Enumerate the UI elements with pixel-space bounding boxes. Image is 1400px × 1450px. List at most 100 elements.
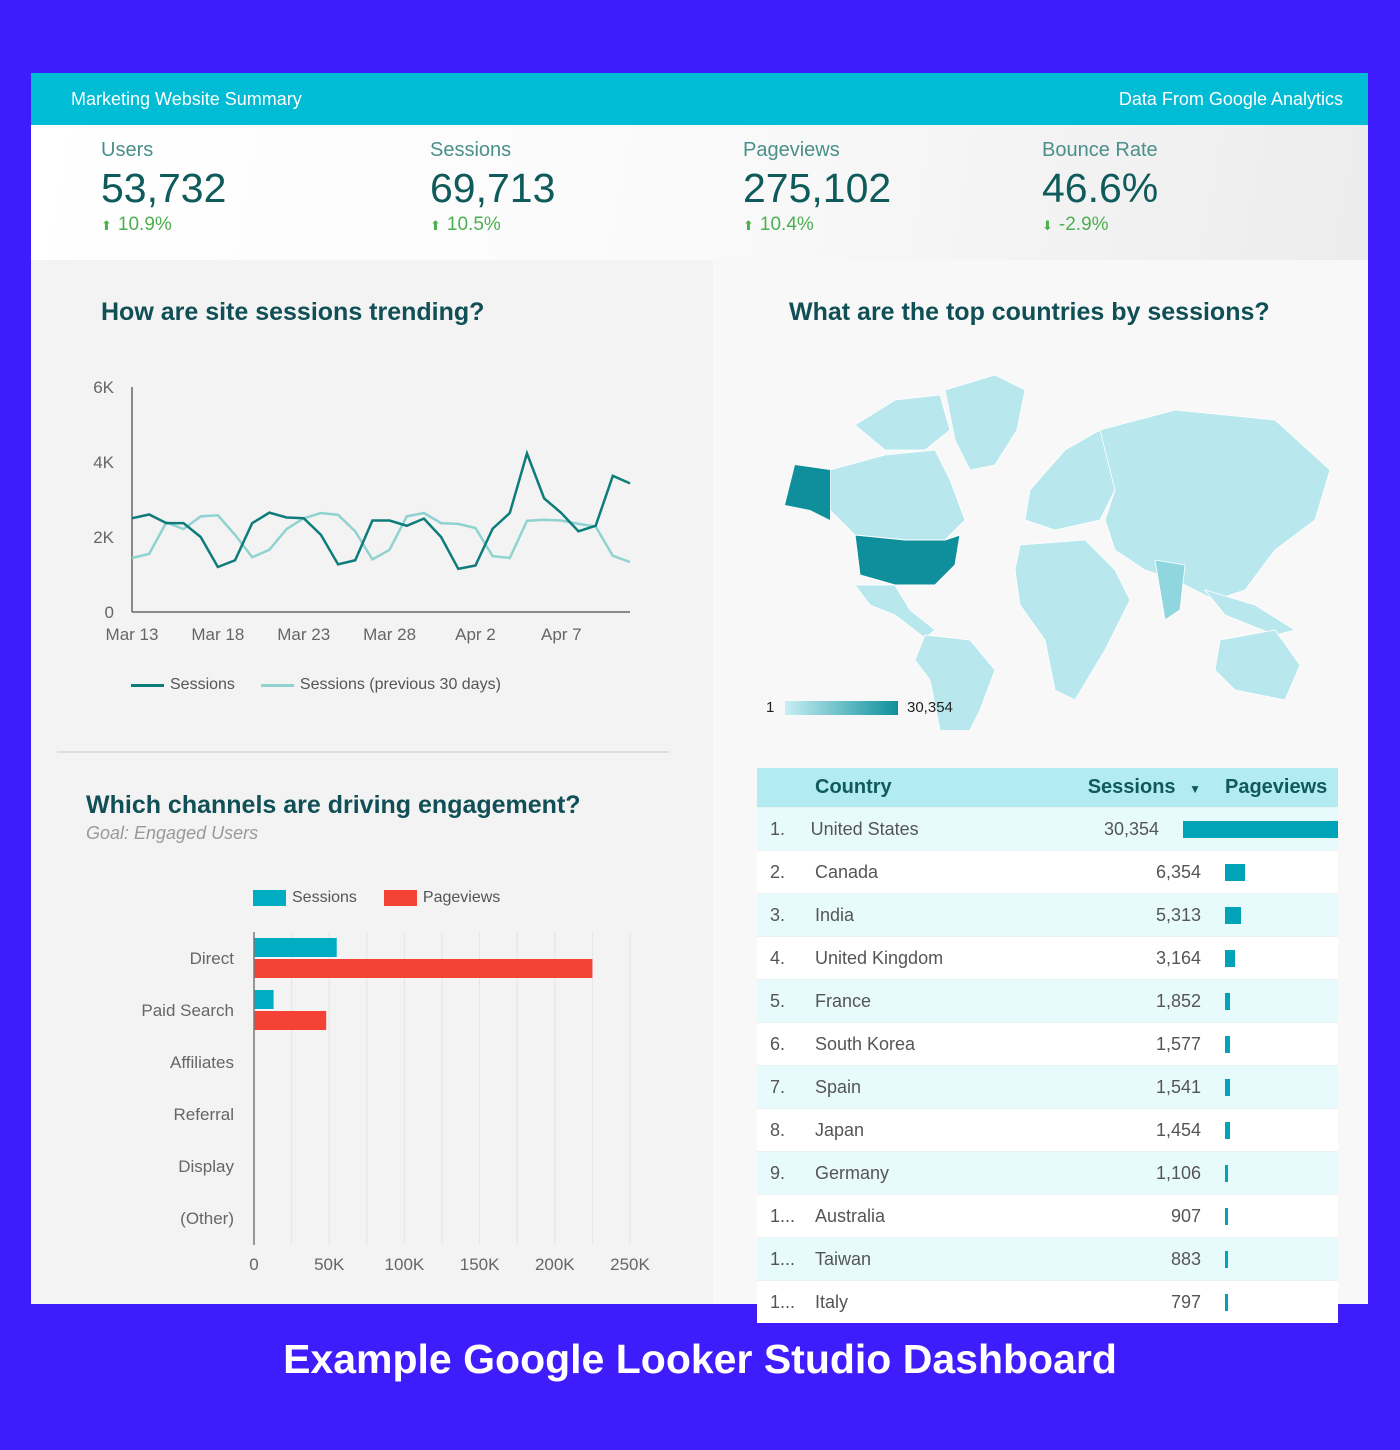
kpi-delta: 10.9% [117, 214, 172, 235]
column-header-sessions[interactable]: Sessions ▼ [1065, 776, 1205, 799]
row-sessions: 5,313 [1155, 904, 1201, 925]
x-tick-label: Mar 18 [191, 625, 244, 644]
kpi-value: 46.6% [1042, 165, 1159, 211]
row-sessions: 1,454 [1155, 1119, 1201, 1140]
table-row[interactable]: 9. Germany 1,106 [757, 1151, 1338, 1194]
map-color-scale [785, 701, 898, 715]
row-rank: 6. [770, 1033, 786, 1054]
x-tick-label: Mar 13 [106, 625, 159, 644]
pageviews-bar [1183, 820, 1338, 838]
table-row[interactable]: 3. India 5,313 [757, 893, 1338, 936]
x-tick-label: Apr 7 [541, 625, 582, 644]
trend-chart-title: How are site sessions trending? [101, 298, 485, 326]
map-usa [854, 534, 961, 586]
row-sessions: 3,164 [1155, 947, 1201, 968]
channels-bar-chart: Direct Paid Search Affiliates Referral Displ… [141, 932, 651, 1274]
category-label: (Other) [180, 1209, 234, 1228]
category-label: Referral [174, 1105, 234, 1124]
x-tick-label: 150K [460, 1255, 500, 1274]
table-row[interactable]: 1... Taiwan 883 [757, 1237, 1338, 1280]
row-country: Germany [815, 1162, 890, 1183]
row-rank: 1... [770, 1205, 796, 1226]
row-rank: 1... [770, 1291, 796, 1312]
pageviews-bar [1225, 1121, 1230, 1139]
category-label: Affiliates [170, 1053, 234, 1072]
kpi-delta: 10.5% [446, 214, 501, 235]
pageviews-bar [1225, 992, 1231, 1010]
x-tick-label: Mar 23 [277, 625, 330, 644]
map-legend-max: 30,354 [907, 699, 953, 716]
map-arctic-canada [854, 394, 951, 451]
table-row[interactable]: 7. Spain 1,541 [757, 1065, 1338, 1108]
y-tick-label: 4K [93, 453, 114, 472]
row-sessions: 883 [1170, 1248, 1201, 1269]
row-country: South Korea [815, 1033, 916, 1054]
legend-label: Pageviews [422, 889, 501, 906]
category-label: Paid Search [141, 1001, 234, 1020]
legend-swatch-previous [260, 683, 294, 687]
arrow-up-icon: ⬆ [743, 218, 754, 233]
y-tick-label: 2K [93, 528, 114, 547]
map-greenland [944, 374, 1026, 471]
map-legend-min: 1 [766, 699, 775, 716]
data-source-label: Data From Google Analytics [1118, 89, 1343, 109]
pageviews-bar [1225, 1293, 1228, 1311]
column-header-country[interactable]: Country [815, 776, 892, 798]
pageviews-bar [1225, 949, 1236, 967]
trend-legend: Sessions Sessions (previous 30 days) [131, 676, 501, 694]
kpi-sessions[interactable]: Sessions 69,713 ⬆ 10.5% [430, 139, 555, 236]
pageviews-bar [1225, 1164, 1229, 1182]
map-australia [1214, 629, 1301, 701]
row-country: United States [810, 818, 919, 839]
table-row[interactable]: 1... Australia 907 [757, 1194, 1338, 1237]
row-rank: 2. [770, 861, 786, 882]
kpi-label: Bounce Rate [1042, 139, 1158, 161]
row-rank: 7. [770, 1076, 786, 1097]
bar-pageviews [254, 1011, 327, 1030]
row-country: France [815, 990, 872, 1011]
world-map[interactable] [755, 370, 1335, 730]
row-sessions: 6,354 [1155, 861, 1201, 882]
kpi-bounce-rate[interactable]: Bounce Rate 46.6% ⬇ -2.9% [1042, 139, 1158, 236]
row-sessions: 1,577 [1155, 1033, 1201, 1054]
map-africa [1014, 539, 1131, 701]
pageviews-bar [1225, 906, 1241, 924]
x-tick-label: Mar 28 [363, 625, 416, 644]
table-row[interactable]: 1... Italy 797 [757, 1280, 1338, 1323]
kpi-users[interactable]: Users 53,732 ⬆ 10.9% [101, 139, 226, 236]
bar-pageviews [254, 959, 593, 978]
row-rank: 3. [770, 904, 786, 925]
category-label: Display [178, 1157, 234, 1176]
pageviews-bar [1225, 1035, 1231, 1053]
row-country: Italy [815, 1291, 849, 1312]
row-rank: 9. [770, 1162, 786, 1183]
kpi-label: Users [101, 139, 154, 161]
table-header: Country Sessions ▼ Pageviews [757, 768, 1338, 807]
table-row[interactable]: 4. United Kingdom 3,164 [757, 936, 1338, 979]
row-rank: 4. [770, 947, 786, 968]
countries-table: Country Sessions ▼ Pageviews 1. United S… [757, 768, 1338, 1323]
legend-label: Sessions (previous 30 days) [299, 676, 501, 693]
arrow-up-icon: ⬆ [430, 218, 441, 233]
map-india [1154, 559, 1186, 621]
kpi-label: Sessions [430, 139, 512, 161]
table-row[interactable]: 5. France 1,852 [757, 979, 1338, 1022]
row-country: United Kingdom [815, 947, 944, 968]
map-alaska [785, 465, 830, 520]
row-country: Taiwan [815, 1248, 872, 1269]
column-header-pageviews[interactable]: Pageviews [1225, 776, 1328, 798]
channels-chart-subtitle: Goal: Engaged Users [86, 823, 259, 843]
table-row[interactable]: 8. Japan 1,454 [757, 1108, 1338, 1151]
kpi-row: Users 53,732 ⬆ 10.9% Sessions 69,713 ⬆ 10.… [31, 125, 1368, 260]
table-row[interactable]: 1. United States 30,354 [757, 807, 1338, 850]
x-tick-label: 100K [385, 1255, 425, 1274]
legend-swatch-sessions [131, 683, 164, 687]
x-tick-label: Apr 2 [455, 625, 496, 644]
table-row[interactable]: 6. South Korea 1,577 [757, 1022, 1338, 1065]
category-label: Direct [190, 949, 235, 968]
series-line-sessions [131, 449, 631, 571]
table-row[interactable]: 2. Canada 6,354 [757, 850, 1338, 893]
row-rank: 1... [770, 1248, 796, 1269]
kpi-pageviews[interactable]: Pageviews 275,102 ⬆ 10.4% [743, 139, 891, 236]
pageviews-bar [1225, 863, 1246, 881]
